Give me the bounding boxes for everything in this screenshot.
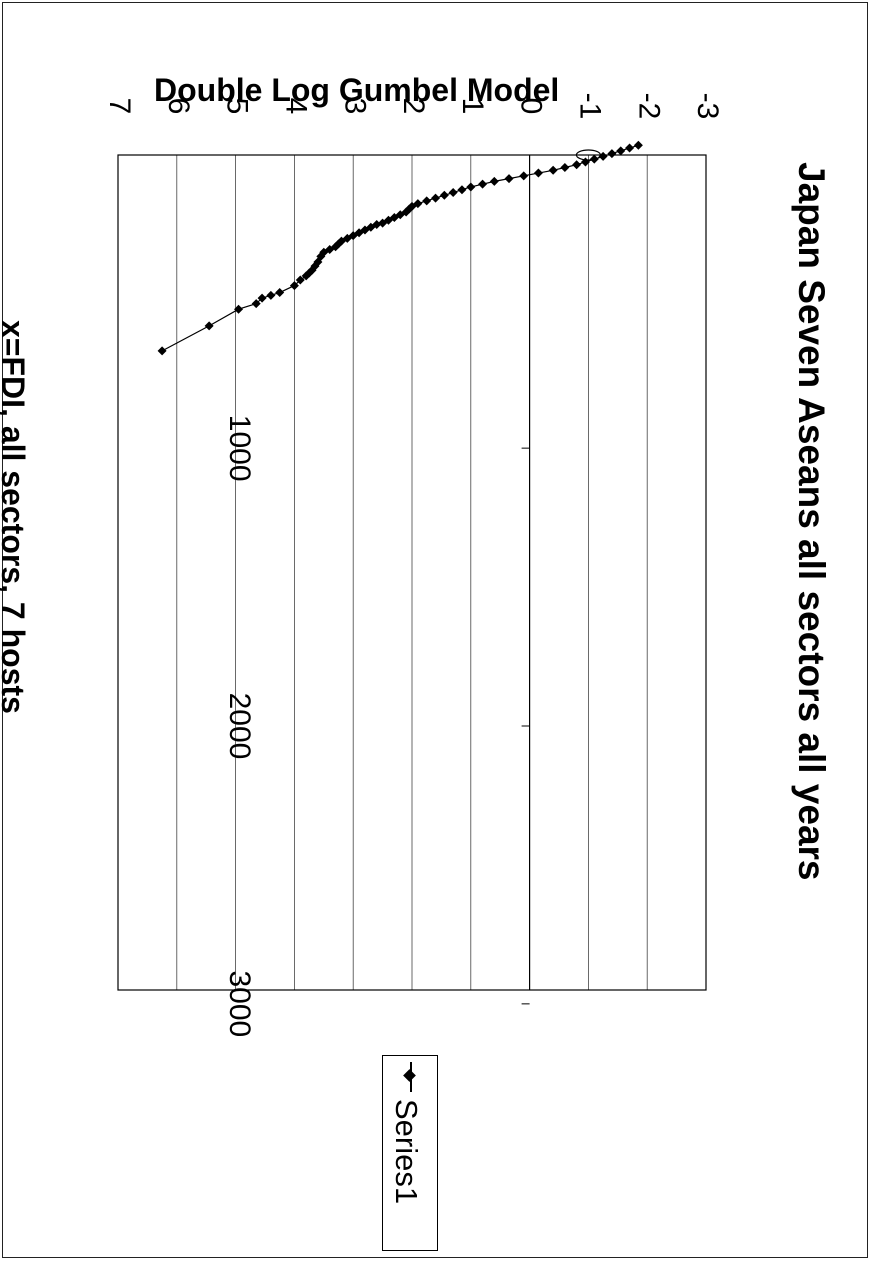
y-tick-label: 5 xyxy=(221,98,254,115)
data-point xyxy=(572,160,582,170)
data-point xyxy=(625,143,635,153)
series-line xyxy=(161,144,639,352)
data-point xyxy=(422,196,432,206)
data-point xyxy=(275,288,285,298)
legend-diamond-icon xyxy=(403,1069,416,1082)
data-point xyxy=(448,188,458,198)
data-point xyxy=(289,281,299,291)
y-tick-label: 7 xyxy=(103,98,136,115)
data-point xyxy=(466,182,476,192)
x-tick-label: 3000 xyxy=(223,970,256,1037)
highlight-ring xyxy=(575,149,602,161)
series-markers xyxy=(157,140,643,356)
series-polyline xyxy=(161,144,639,352)
plot-border xyxy=(117,154,707,991)
data-point xyxy=(257,293,267,303)
axis-lines xyxy=(117,154,707,1005)
data-point xyxy=(295,275,305,285)
y-tick-label: 0 xyxy=(515,98,548,115)
y-tick-label: -3 xyxy=(691,93,724,120)
grid-lines xyxy=(117,155,707,990)
data-point xyxy=(560,163,570,173)
data-point xyxy=(607,149,617,159)
y-tick-label: 1 xyxy=(456,98,489,115)
data-point xyxy=(548,165,558,175)
data-point xyxy=(251,299,261,309)
legend xyxy=(382,1055,438,1251)
x-tick-labels: 1000 2000 3000 xyxy=(223,415,256,1037)
x-tick-label: 2000 xyxy=(223,693,256,760)
data-point xyxy=(266,290,276,300)
legend-series-label: Series1 xyxy=(389,1099,424,1205)
x-tick-label: 1000 xyxy=(223,415,256,482)
data-point xyxy=(157,346,167,356)
y-tick-label: 4 xyxy=(279,98,312,115)
data-point xyxy=(431,193,441,203)
data-point xyxy=(204,321,214,331)
data-point xyxy=(301,271,311,281)
y-axis-label: Double Log Gumbel Model xyxy=(154,72,560,108)
y-tick-labels: -3 -2 -1 0 1 2 3 4 5 6 7 xyxy=(103,93,724,120)
y-tick-label: 2 xyxy=(397,98,430,115)
y-tick-label: 3 xyxy=(338,98,371,115)
data-point xyxy=(633,140,643,150)
data-point xyxy=(533,168,543,178)
data-point xyxy=(504,174,514,184)
data-point xyxy=(457,185,467,195)
y-tick-label: -2 xyxy=(632,93,665,120)
y-tick-label: 6 xyxy=(162,98,195,115)
data-point xyxy=(616,146,626,156)
data-point xyxy=(519,171,529,181)
data-point xyxy=(489,176,499,186)
data-point xyxy=(439,190,449,200)
y-tick-label: -1 xyxy=(573,93,606,120)
data-point xyxy=(234,304,244,314)
data-point xyxy=(478,179,488,189)
